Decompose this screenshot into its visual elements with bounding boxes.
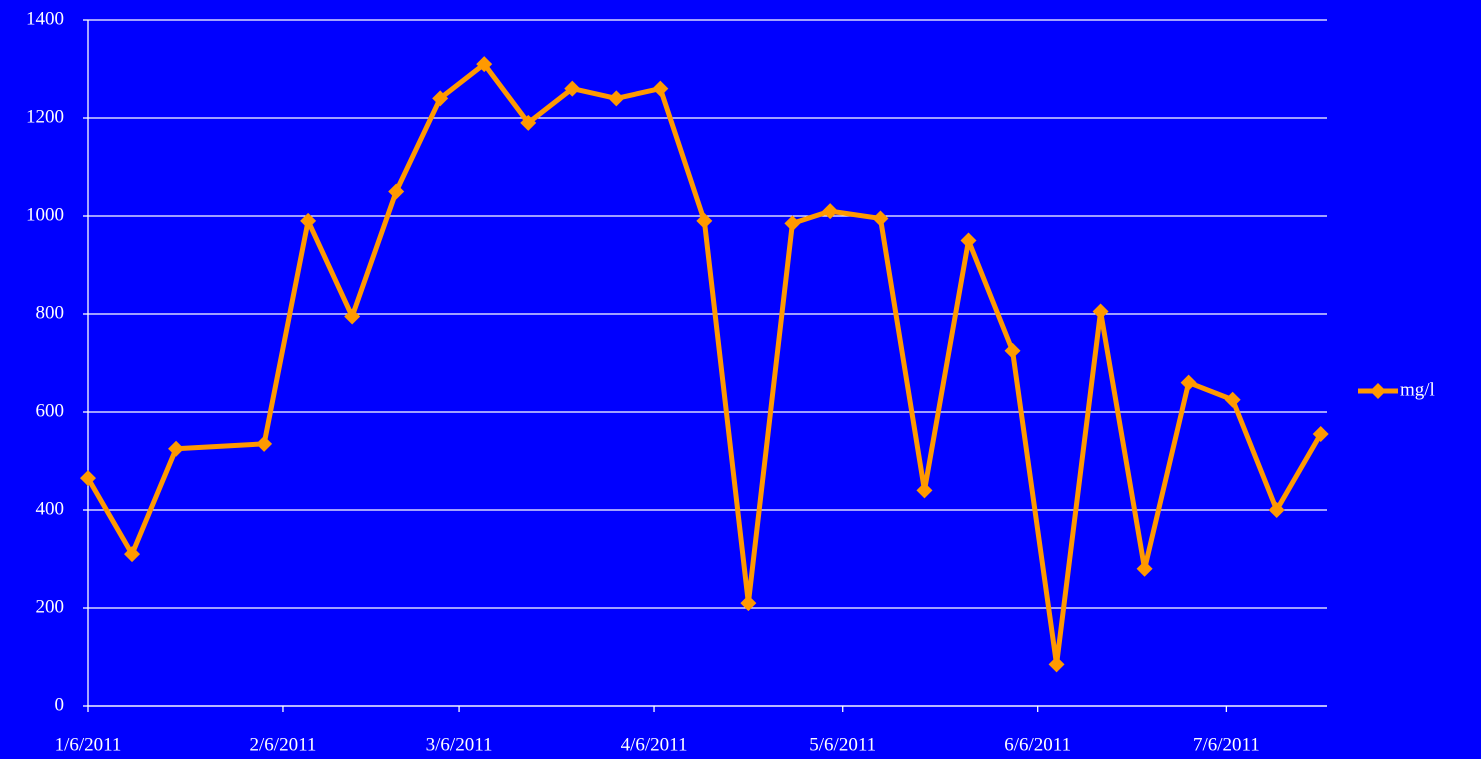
- data-point: [822, 203, 839, 220]
- data-point: [1312, 426, 1329, 443]
- data-point: [784, 215, 801, 232]
- y-tick-label: 800: [36, 302, 65, 323]
- y-tick-label: 1400: [26, 8, 64, 29]
- data-point: [168, 440, 185, 457]
- y-tick-label: 1000: [26, 204, 64, 225]
- data-point: [1136, 560, 1153, 577]
- data-point: [652, 80, 669, 97]
- data-point: [1048, 656, 1065, 673]
- data-point: [256, 435, 273, 452]
- data-point: [696, 212, 713, 229]
- data-point: [80, 470, 96, 487]
- data-point: [300, 212, 317, 229]
- y-tick-label: 600: [36, 400, 65, 421]
- data-point: [960, 232, 977, 249]
- data-point: [124, 546, 141, 563]
- data-point: [608, 90, 625, 107]
- x-tick-label: 7/6/2011: [1193, 734, 1260, 755]
- data-point: [1224, 391, 1241, 408]
- series-line: [85, 61, 1323, 667]
- x-tick-label: 3/6/2011: [426, 734, 493, 755]
- y-tick-label: 400: [36, 498, 65, 519]
- data-point: [476, 56, 493, 73]
- x-tick-label: 6/6/2011: [1004, 734, 1071, 755]
- data-point: [1004, 342, 1021, 359]
- data-point: [432, 90, 449, 107]
- data-point: [872, 210, 889, 227]
- x-tick-label: 1/6/2011: [55, 734, 122, 755]
- data-point: [1268, 502, 1285, 518]
- y-tick-label: 0: [55, 694, 65, 715]
- legend-label: mg/l: [1400, 379, 1435, 400]
- x-tick-label: 5/6/2011: [809, 734, 876, 755]
- data-point: [388, 183, 405, 200]
- x-tick-label: 2/6/2011: [250, 734, 317, 755]
- data-point: [740, 595, 757, 612]
- data-point: [916, 482, 933, 499]
- data-point: [520, 114, 537, 131]
- legend-marker: [1370, 383, 1386, 399]
- data-point: [564, 80, 581, 97]
- data-point: [1092, 303, 1109, 320]
- data-point: [344, 308, 361, 325]
- x-tick-label: 4/6/2011: [621, 734, 688, 755]
- y-tick-label: 200: [36, 596, 65, 617]
- y-tick-label: 1200: [26, 106, 64, 127]
- data-point: [1180, 374, 1197, 391]
